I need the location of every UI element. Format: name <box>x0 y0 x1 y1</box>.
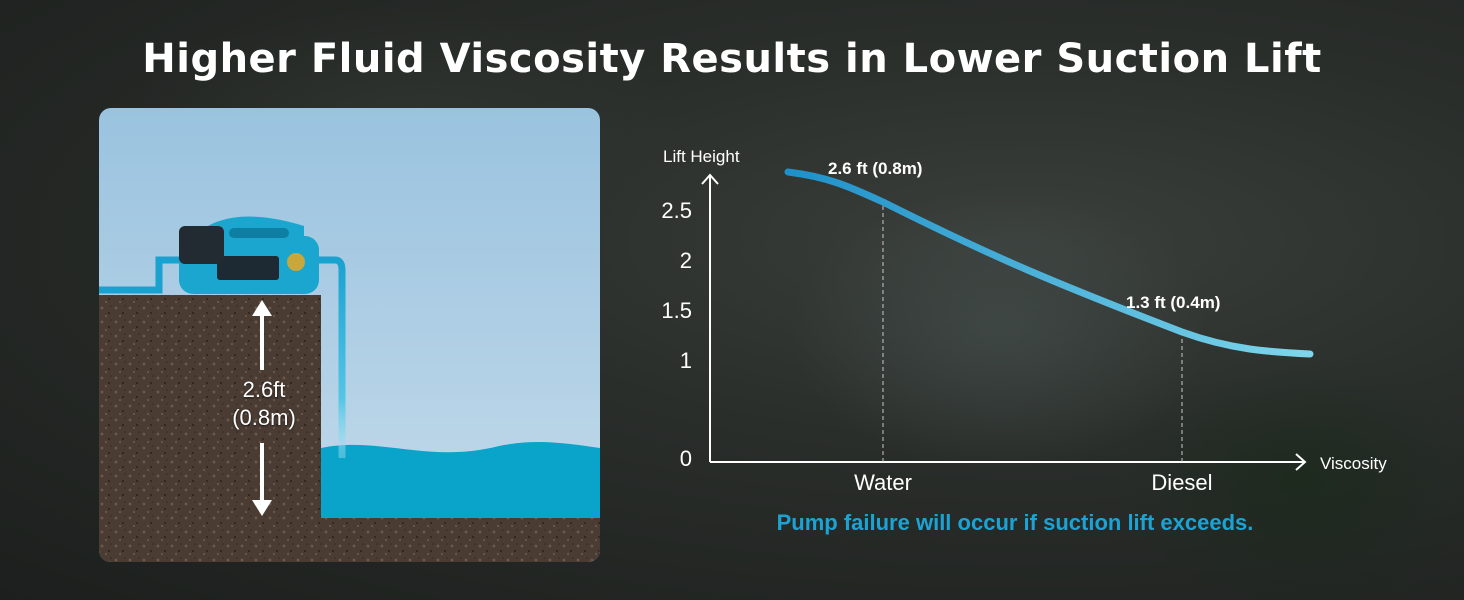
y-tick-label: 2.5 <box>661 198 692 223</box>
y-tick-label: 1.5 <box>661 298 692 323</box>
soil-block <box>99 295 321 562</box>
height-arrow-icon <box>252 300 272 516</box>
water-pool <box>321 442 600 518</box>
suction-pipe <box>309 256 346 458</box>
lift-height-meters: (0.8m) <box>232 405 296 430</box>
pump-failure-note: Pump failure will occur if suction lift … <box>776 510 1254 535</box>
pump-scene-drawing <box>99 216 600 562</box>
lift-height-feet: 2.6ft <box>242 377 286 402</box>
y-axis-arrow-icon <box>701 173 719 185</box>
series-curve <box>784 168 1314 358</box>
pump-icon <box>179 216 319 294</box>
data-label: 2.6 ft (0.8m) <box>828 159 922 178</box>
page-title: Higher Fluid Viscosity Results in Lower … <box>142 36 1322 82</box>
y-tick-label: 0 <box>680 446 692 471</box>
lift-height-label: 2.6ft (0.8m) <box>219 376 309 432</box>
inlet-pipe <box>99 256 184 294</box>
x-axis-arrow-icon <box>1295 453 1307 471</box>
x-axis-label: Viscosity <box>1320 454 1387 473</box>
lift-vs-viscosity-chart: 0 1 1.5 2 2.5 Water Diesel 2.6 ft (0.8m) 1.3 ft… <box>661 147 1387 495</box>
y-tick-label: 1 <box>680 348 692 373</box>
y-axis-label: Lift Height <box>663 147 740 166</box>
soil-bottom <box>321 518 600 562</box>
x-tick-label: Diesel <box>1151 470 1212 495</box>
data-label: 1.3 ft (0.4m) <box>1126 293 1220 312</box>
pump-illustration: 2.6ft (0.8m) <box>99 108 600 562</box>
y-tick-label: 2 <box>680 248 692 273</box>
x-tick-label: Water <box>854 470 912 495</box>
